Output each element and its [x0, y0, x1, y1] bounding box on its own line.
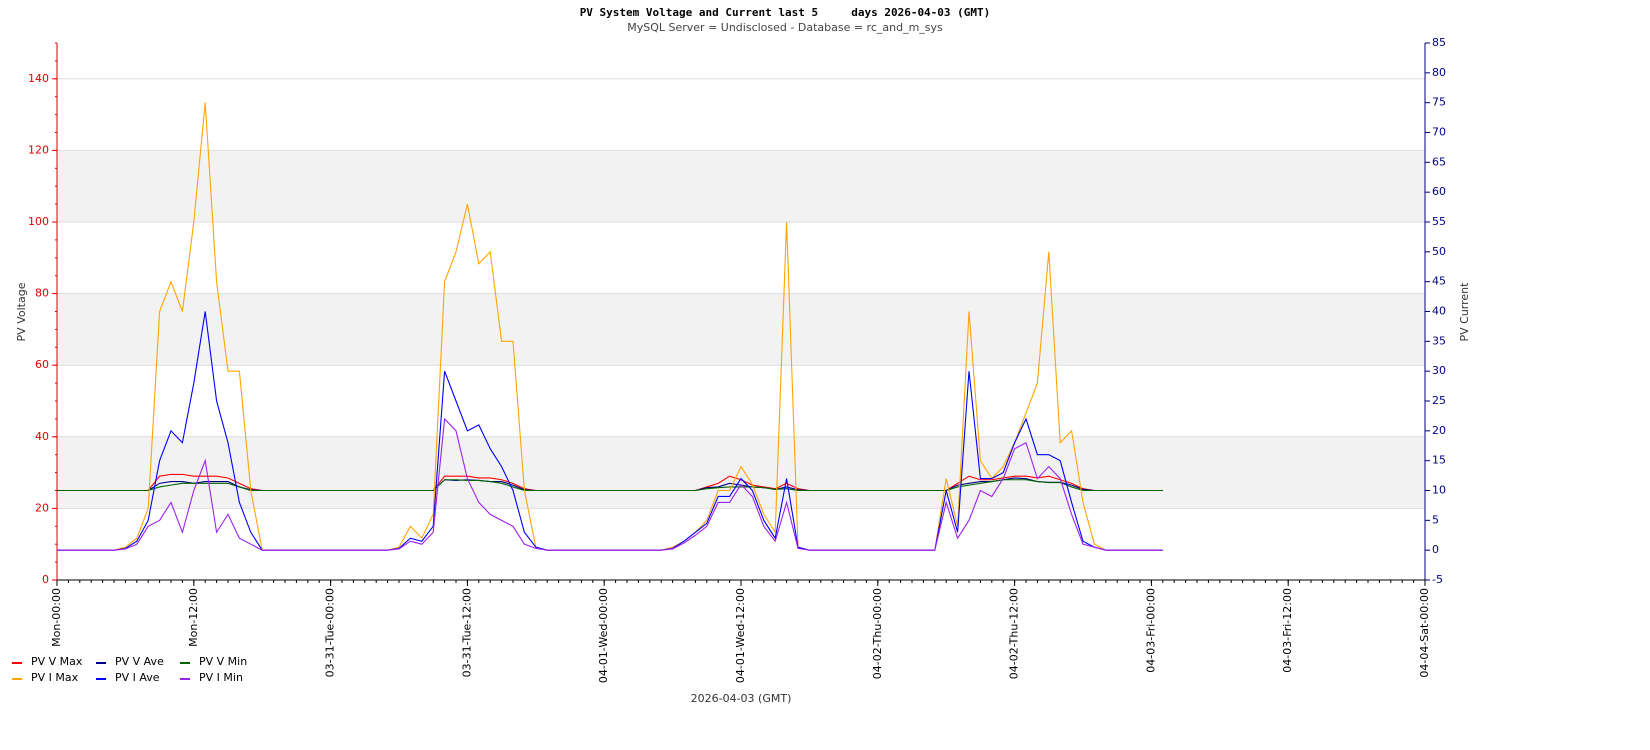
x-tick-label: Mon-00:00	[50, 588, 63, 647]
y2-tick-label: 50	[1432, 245, 1446, 258]
y-tick-label: 80	[35, 287, 49, 300]
legend-label: PV V Max	[31, 655, 83, 668]
y-axis-label: PV Voltage	[15, 282, 28, 341]
y-tick-label: 140	[28, 72, 49, 85]
x-axis-label: 2026-04-03 (GMT)	[691, 692, 792, 705]
y2-tick-label: 0	[1432, 543, 1439, 556]
y2-tick-label: 25	[1432, 394, 1446, 407]
legend-label: PV V Min	[199, 655, 247, 668]
legend-label: PV I Ave	[115, 671, 160, 684]
x-tick-label: 03-31-Tue-00:00	[324, 588, 337, 677]
y-tick-label: 120	[28, 143, 49, 156]
series-line	[57, 479, 1163, 492]
chart-subtitle: MySQL Server = Undisclosed - Database = …	[627, 21, 943, 34]
x-tick-label: 04-01-Wed-00:00	[597, 588, 610, 683]
y2-tick-label: 70	[1432, 126, 1446, 139]
grid-band	[57, 293, 1425, 366]
y2-tick-label: 75	[1432, 96, 1446, 109]
y2-tick-label: 5	[1432, 513, 1439, 526]
y2-tick-label: 65	[1432, 155, 1446, 168]
x-tick-label: Mon-12:00	[187, 588, 200, 647]
legend-label: PV I Min	[199, 671, 243, 684]
x-tick-label: 04-02-Thu-00:00	[871, 588, 884, 679]
x-tick-label: 04-04-Sat-00:00	[1418, 588, 1431, 678]
y2-tick-label: -5	[1432, 573, 1443, 586]
grid-band	[57, 150, 1425, 222]
y2-tick-label: 85	[1432, 36, 1446, 49]
y2-tick-label: 35	[1432, 334, 1446, 347]
y-tick-label: 20	[35, 501, 49, 514]
y2-tick-label: 10	[1432, 484, 1446, 497]
y-tick-label: 100	[28, 215, 49, 228]
x-tick-label: 03-31-Tue-12:00	[460, 588, 473, 677]
x-tick-label: 04-01-Wed-12:00	[734, 588, 747, 683]
grid-band	[57, 436, 1425, 509]
y2-tick-label: 55	[1432, 215, 1446, 228]
y2-tick-label: 30	[1432, 364, 1446, 377]
y-tick-label: 40	[35, 430, 49, 443]
chart-title: PV System Voltage and Current last 5 day…	[580, 6, 991, 19]
x-tick-label: 04-02-Thu-12:00	[1008, 588, 1021, 679]
y2-tick-label: 15	[1432, 454, 1446, 467]
y-tick-label: 0	[42, 573, 49, 586]
y2-tick-label: 45	[1432, 275, 1446, 288]
y-tick-label: 60	[35, 358, 49, 371]
y2-tick-label: 60	[1432, 185, 1446, 198]
x-tick-label: 04-03-Fri-00:00	[1144, 588, 1157, 673]
series-line	[57, 417, 1163, 551]
legend-label: PV V Ave	[115, 655, 164, 668]
y2-tick-label: 40	[1432, 305, 1446, 318]
legend-label: PV I Max	[31, 671, 79, 684]
y2-tick-label: 80	[1432, 66, 1446, 79]
y2-tick-label: 20	[1432, 424, 1446, 437]
x-tick-label: 04-03-Fri-12:00	[1281, 588, 1294, 673]
y2-axis-label: PV Current	[1458, 282, 1471, 342]
